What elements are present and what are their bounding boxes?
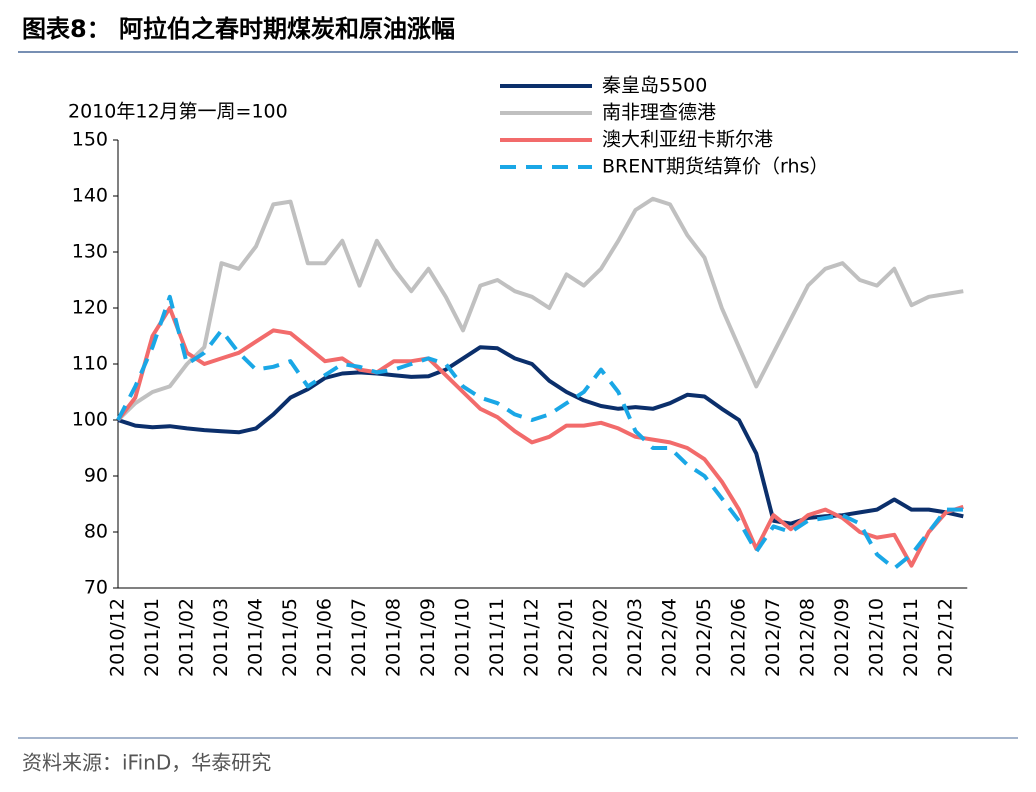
x-tick-label: 2012/10 <box>866 598 888 677</box>
source: 资料来源：iFinD，华泰研究 <box>22 751 271 775</box>
x-tick-label: 2011/07 <box>348 598 370 677</box>
series-line <box>116 294 964 571</box>
x-tick-label: 2011/06 <box>314 598 336 677</box>
y-tick-label: 110 <box>72 353 108 375</box>
y-tick-label: 120 <box>72 297 108 319</box>
x-tick-label: 2012/04 <box>659 598 681 677</box>
x-tick-label: 2012/06 <box>728 598 750 677</box>
series-line <box>117 345 964 526</box>
x-tick-label: 2011/09 <box>417 598 439 677</box>
legend-label: 秦皇岛5500 <box>602 75 707 97</box>
series-line <box>116 306 964 568</box>
x-tick-label: 2012/08 <box>797 598 819 677</box>
x-tick-label: 2011/08 <box>383 598 405 677</box>
legend-label: BRENT期货结算价（rhs） <box>602 156 828 178</box>
x-tick-label: 2011/01 <box>141 598 163 677</box>
x-tick-label: 2012/03 <box>624 598 646 677</box>
y-tick-label: 130 <box>72 241 108 263</box>
x-tick-label: 2012/05 <box>693 598 715 677</box>
x-tick-label: 2012/01 <box>555 598 577 677</box>
legend-label: 南非理查德港 <box>602 102 716 124</box>
x-tick-label: 2012/11 <box>900 598 922 677</box>
x-tick-label: 2010/12 <box>107 598 129 677</box>
series-line <box>116 196 964 422</box>
x-tick-label: 2011/12 <box>521 598 543 677</box>
x-tick-label: 2011/04 <box>245 598 267 677</box>
x-tick-label: 2012/12 <box>935 598 957 677</box>
y-tick-label: 90 <box>84 465 108 487</box>
x-tick-label: 2011/02 <box>176 598 198 677</box>
y-axis-label: 2010年12月第一周=100 <box>68 101 288 123</box>
y-tick-label: 80 <box>84 521 108 543</box>
y-tick-label: 70 <box>84 577 108 599</box>
legend-label: 澳大利亚纽卡斯尔港 <box>602 129 773 151</box>
x-tick-label: 2012/02 <box>590 598 612 677</box>
y-tick-label: 100 <box>72 409 108 431</box>
x-tick-label: 2012/09 <box>831 598 853 677</box>
chart-title: 图表8： 阿拉伯之春时期煤炭和原油涨幅 <box>22 15 455 43</box>
x-tick-label: 2012/07 <box>762 598 784 677</box>
x-tick-label: 2011/11 <box>486 598 508 677</box>
y-tick-label: 150 <box>72 129 108 151</box>
x-tick-label: 2011/03 <box>210 598 232 677</box>
x-tick-label: 2011/05 <box>279 598 301 677</box>
x-tick-label: 2011/10 <box>452 598 474 677</box>
y-tick-label: 140 <box>72 185 108 207</box>
